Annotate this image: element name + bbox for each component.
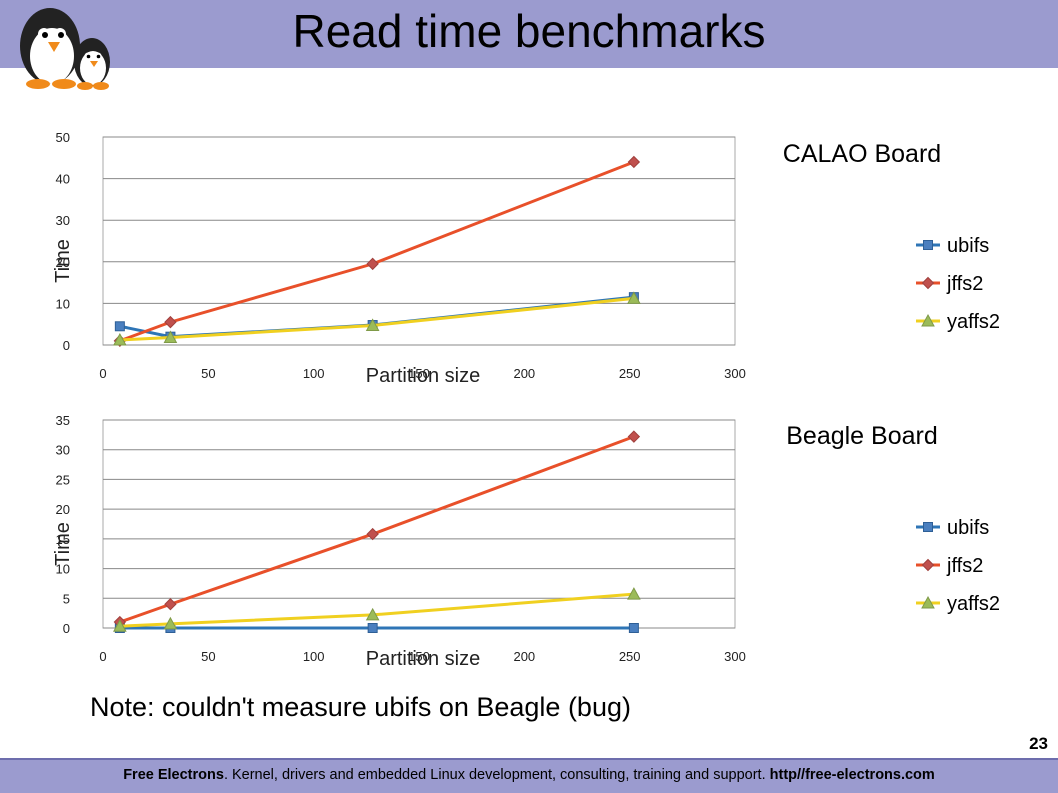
- data-point-jffs2: [366, 257, 379, 271]
- x-tick-label: 300: [724, 366, 746, 381]
- x-tick-label: 0: [99, 366, 106, 381]
- x-tick-label: 150: [408, 649, 430, 664]
- legend-label-yaffs2: yaffs2: [947, 311, 1000, 333]
- data-point-ubifs: [367, 623, 378, 633]
- data-point-yaffs2: [627, 291, 641, 304]
- y-tick-label: 30: [56, 443, 70, 458]
- legend-label-yaffs2: yaffs2: [947, 593, 1000, 615]
- legend-marker-ubifs: [923, 522, 933, 532]
- data-point-yaffs2: [113, 619, 127, 632]
- footer-divider: [0, 758, 1058, 760]
- x-tick-label: 150: [408, 366, 430, 381]
- series-line-jffs2: [119, 160, 635, 343]
- y-tick-label: 25: [56, 472, 70, 487]
- legend-marker-yaffs2: [921, 313, 935, 327]
- data-point-yaffs2: [113, 332, 127, 346]
- x-tick-label: 50: [201, 366, 215, 381]
- footer-description: . Kernel, drivers and embedded Linux dev…: [223, 767, 770, 783]
- y-tick-label: 35: [56, 413, 70, 428]
- data-point-yaffs2: [627, 587, 641, 600]
- y-axis-label: Time: [52, 522, 74, 566]
- chart-title: Beagle Board: [786, 422, 938, 450]
- y-tick-label: 10: [56, 562, 70, 577]
- legend-label-ubifs: ubifs: [947, 517, 989, 539]
- penguin-logo-icon: [20, 8, 110, 90]
- y-tick-label: 0: [63, 338, 70, 353]
- footer-brand: Free Electrons: [123, 767, 224, 783]
- x-tick-label: 0: [99, 649, 106, 664]
- series-line-yaffs2: [119, 592, 634, 628]
- page-number: 23: [1029, 734, 1048, 753]
- legend-label-jffs2: jffs2: [946, 273, 983, 295]
- legend-marker-jffs2: [921, 558, 935, 572]
- x-tick-label: 50: [201, 649, 215, 664]
- legend-marker-ubifs: [923, 240, 933, 250]
- footer-url[interactable]: http//free-electrons.com: [769, 767, 935, 783]
- x-tick-label: 200: [513, 649, 535, 664]
- x-tick-label: 300: [724, 649, 746, 664]
- legend-label-jffs2: jffs2: [946, 555, 983, 577]
- y-tick-label: 15: [56, 532, 70, 547]
- header-bar: [0, 0, 1058, 68]
- y-tick-label: 10: [56, 296, 70, 311]
- data-point-yaffs2: [163, 330, 178, 344]
- y-axis-label: Time: [52, 239, 74, 283]
- x-tick-label: 100: [303, 366, 325, 381]
- y-tick-label: 20: [56, 255, 70, 270]
- y-tick-label: 5: [63, 591, 70, 606]
- page-title: Read time benchmarks: [292, 5, 766, 57]
- x-tick-label: 250: [619, 649, 641, 664]
- chart-2: 0 5 10 15 20 25 30 35 0 50 100 150 200 250 300 Partitio…: [52, 413, 1000, 670]
- data-point-jffs2: [366, 527, 379, 541]
- legend-label-ubifs: ubifs: [947, 235, 989, 257]
- data-point-jffs2: [627, 430, 641, 443]
- x-tick-label: 200: [513, 366, 535, 381]
- data-point-ubifs: [628, 623, 639, 633]
- data-point-ubifs: [114, 321, 125, 332]
- chart-title: CALAO Board: [783, 140, 941, 168]
- data-point-yaffs2: [365, 607, 380, 621]
- plot-area-frame: [102, 419, 736, 629]
- y-tick-label: 20: [56, 502, 70, 517]
- footer-text: Free Electrons. Kernel, drivers and embe…: [0, 767, 1058, 783]
- y-tick-label: 40: [56, 172, 70, 187]
- x-axis-label: Partition size: [366, 365, 481, 387]
- chart-1: 0 10 20 30 40 50 0 50 100 150 200 250 300 Partition s…: [52, 130, 1000, 387]
- y-tick-label: 50: [56, 130, 70, 145]
- x-axis-label: Partition size: [366, 648, 481, 670]
- data-point-jffs2: [627, 155, 641, 169]
- data-point-jffs2: [164, 598, 177, 611]
- y-tick-label: 30: [56, 213, 70, 228]
- note-text: Note: couldn't measure ubifs on Beagle (…: [90, 692, 631, 722]
- y-tick-label: 0: [63, 621, 70, 636]
- footer-bar: [0, 758, 1058, 793]
- x-tick-label: 250: [619, 366, 641, 381]
- series-line-jffs2: [119, 435, 635, 624]
- data-point-jffs2: [164, 315, 177, 329]
- data-point-yaffs2: [365, 318, 380, 331]
- series-line-yaffs2: [119, 296, 635, 342]
- data-point-yaffs2: [163, 616, 178, 630]
- legend-marker-yaffs2: [921, 595, 935, 609]
- legend-marker-jffs2: [921, 276, 935, 290]
- x-tick-label: 100: [303, 649, 325, 664]
